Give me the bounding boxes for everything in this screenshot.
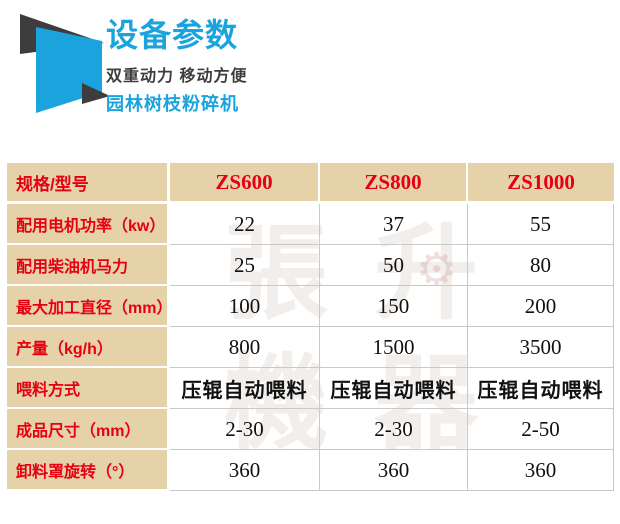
header-subtitle: 双重动力 移动方便 <box>106 68 248 85</box>
table-row-motor-power: 配用电机功率（kw） 22 37 55 <box>7 204 614 245</box>
row-label: 配用柴油机马力 <box>7 245 170 286</box>
model-zs1000: ZS1000 <box>468 163 614 204</box>
row-label: 配用电机功率（kw） <box>7 204 170 245</box>
cell-value: 压辊自动喂料 <box>170 368 320 409</box>
cell-value: 200 <box>468 286 614 327</box>
cell-value: 1500 <box>320 327 468 368</box>
row-label: 卸料罩旋转（°） <box>7 450 170 491</box>
table-row-diesel-hp: 配用柴油机马力 25 50 80 <box>7 245 614 286</box>
cell-value: 压辊自动喂料 <box>468 368 614 409</box>
cell-value: 360 <box>170 450 320 491</box>
row-label: 成品尺寸（mm） <box>7 409 170 450</box>
spec-header-label: 规格/型号 <box>7 163 170 204</box>
table-row-max-diameter: 最大加工直径（mm） 100 150 200 <box>7 286 614 327</box>
table-row-chute-rotation: 卸料罩旋转（°） 360 360 360 <box>7 450 614 491</box>
header-block: 设备参数 双重动力 移动方便 园林树枝粉碎机 <box>106 17 247 116</box>
table-row-capacity: 产量（kg/h） 800 1500 3500 <box>7 327 614 368</box>
cell-value: 800 <box>170 327 320 368</box>
model-zs600: ZS600 <box>170 163 320 204</box>
cell-value: 360 <box>468 450 614 491</box>
spec-table: 规格/型号 ZS600 ZS800 ZS1000 配用电机功率（kw） 22 3… <box>7 163 614 491</box>
cell-value: 25 <box>170 245 320 286</box>
brand-flag-icon <box>20 14 110 113</box>
cell-value: 80 <box>468 245 614 286</box>
table-header-row: 规格/型号 ZS600 ZS800 ZS1000 <box>7 163 614 204</box>
row-label: 喂料方式 <box>7 368 170 409</box>
cell-value: 2-30 <box>320 409 468 450</box>
page-title: 设备参数 <box>106 17 239 53</box>
cell-value: 150 <box>320 286 468 327</box>
table-row-output-size: 成品尺寸（mm） 2-30 2-30 2-50 <box>7 409 614 450</box>
cell-value: 3500 <box>468 327 614 368</box>
cell-value: 压辊自动喂料 <box>320 368 468 409</box>
cell-value: 55 <box>468 204 614 245</box>
cell-value: 2-30 <box>170 409 320 450</box>
row-label: 产量（kg/h） <box>7 327 170 368</box>
cell-value: 37 <box>320 204 468 245</box>
cell-value: 2-50 <box>468 409 614 450</box>
product-name-badge: 园林树枝粉碎机 <box>106 94 239 114</box>
cell-value: 50 <box>320 245 468 286</box>
cell-value: 100 <box>170 286 320 327</box>
cell-value: 22 <box>170 204 320 245</box>
row-label: 最大加工直径（mm） <box>7 286 172 327</box>
table-row-feed-method: 喂料方式 压辊自动喂料 压辊自动喂料 压辊自动喂料 <box>7 368 614 409</box>
cell-value: 360 <box>320 450 468 491</box>
model-zs800: ZS800 <box>320 163 468 204</box>
